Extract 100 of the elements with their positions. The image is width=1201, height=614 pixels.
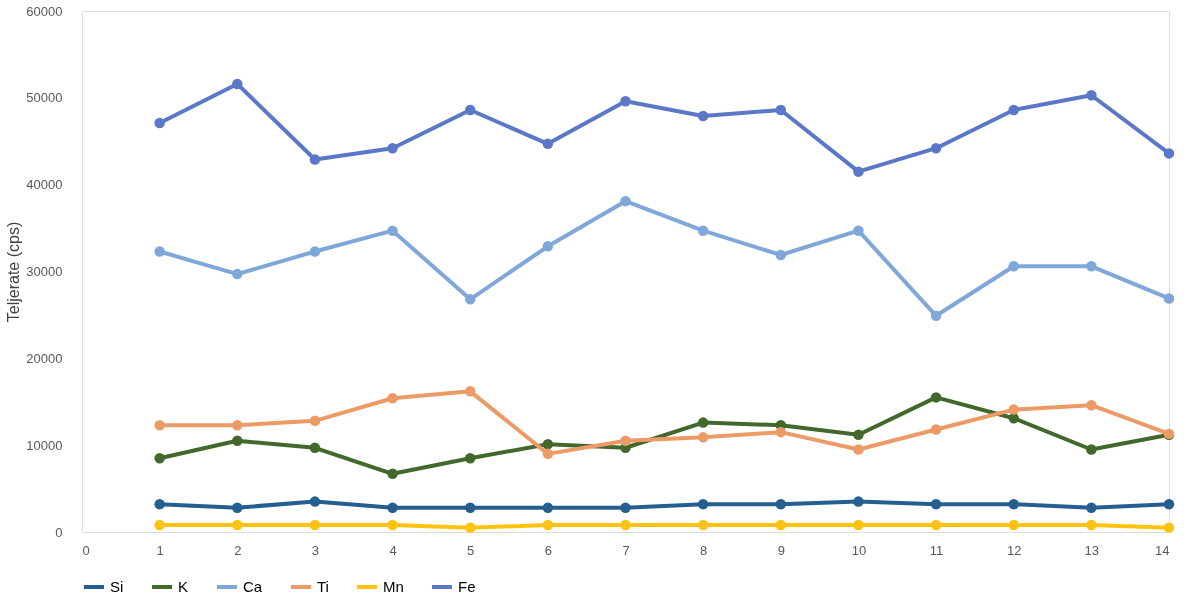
point [464,502,476,513]
point [930,310,942,322]
point [309,246,321,257]
point [620,502,631,513]
x-tick-label: 3 [311,542,320,558]
y-tick-label: 30000 [26,264,63,279]
point [387,142,398,154]
point [542,519,554,531]
x-tick-label: 8 [700,542,708,558]
point [930,392,942,403]
point [309,519,321,531]
point [930,498,942,510]
point [464,386,476,397]
point [1163,293,1175,304]
point [464,452,476,464]
x-tick-label: 2 [234,542,242,558]
x-tick-label: 13 [1084,542,1100,558]
point [309,154,321,165]
y-tick-label: 40000 [26,177,63,193]
y-tick-label: 50000 [26,90,63,106]
x-tick-label: 10 [851,542,867,558]
x-tick-label: 4 [389,542,397,558]
point [387,468,398,480]
legend-label: Ti [317,578,329,595]
x-tick-label: 7 [622,542,630,558]
point [697,432,709,443]
point [154,246,165,257]
point [930,424,942,435]
point [154,519,165,531]
y-tick-label: 10000 [26,437,63,453]
point [309,496,321,507]
x-tick-label: 6 [544,542,552,558]
point [697,498,709,510]
point [853,519,864,531]
x-tick-label: 11 [929,542,944,558]
legend-label: K [178,578,189,595]
point [1008,261,1019,272]
x-tick-label: 1 [156,542,164,558]
point [853,444,864,455]
y-tick-label: 60000 [26,3,63,19]
x-tick-label: 9 [777,542,785,558]
point [620,519,631,531]
point [387,519,398,531]
point [542,241,554,252]
point [930,519,942,531]
point [542,439,554,450]
legend-label: Ca [243,578,263,595]
point [232,502,243,513]
point [154,117,165,129]
point [387,502,398,513]
point [232,419,243,431]
point [930,142,942,154]
point [775,426,787,438]
point [154,498,165,510]
x-tick-label: 5 [467,542,475,558]
point [775,249,787,261]
x-tick-label: 14 [1155,542,1170,558]
point [232,78,243,90]
point [775,498,787,510]
point [464,104,476,116]
point [1086,399,1097,411]
point [853,496,864,507]
point [1086,261,1097,272]
point [542,448,554,460]
point [775,104,787,116]
point [1086,444,1097,455]
point [853,225,864,236]
y-tick-label: 20000 [26,350,63,366]
point [697,519,709,531]
point [1086,89,1097,101]
point [309,415,321,427]
point [542,502,554,513]
x-tick-label: 0 [82,542,90,558]
point [542,138,554,150]
point [1008,104,1019,116]
point [1163,498,1175,510]
point [232,435,243,447]
legend-label: Si [110,578,124,595]
point [154,419,165,431]
point [1086,502,1097,513]
point [232,519,243,531]
y-tick-label: 0 [55,524,63,540]
point [1086,519,1097,531]
point [697,417,709,428]
point [1008,498,1019,510]
point [464,522,476,533]
point [775,519,787,531]
point [154,452,165,464]
point [1008,404,1019,415]
y-axis-title: Teljerate (cps) [5,221,23,323]
point [620,195,631,207]
point [697,110,709,122]
point [464,294,476,305]
point [232,268,243,280]
point [1163,522,1175,533]
point [1008,519,1019,531]
point [620,96,631,107]
point [697,225,709,236]
legend-label: Fe [458,578,476,595]
x-tick-label: 12 [1006,542,1022,558]
